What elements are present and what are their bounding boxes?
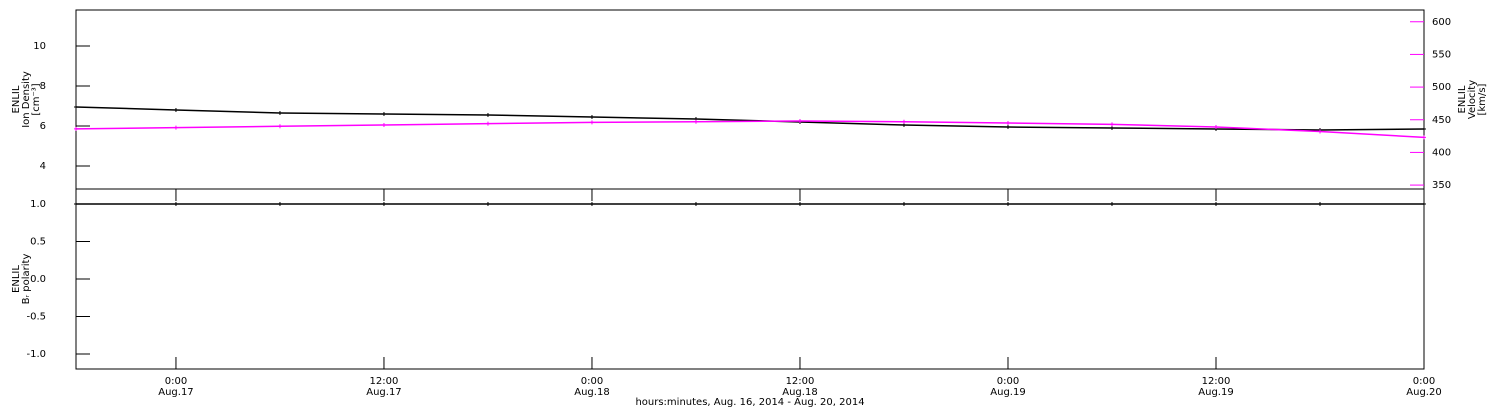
data-point (1213, 202, 1218, 206)
data-point (1005, 125, 1010, 129)
data-point (277, 202, 282, 206)
data-point (74, 105, 78, 109)
y2-tick-label: 500 (1432, 82, 1451, 93)
data-point (74, 202, 78, 206)
x-tick-label: 0:00 (997, 376, 1019, 387)
data-point (1213, 124, 1218, 129)
data-point (1005, 121, 1010, 126)
data-point (589, 115, 594, 119)
y-axis-label: [cm⁻³] (31, 83, 42, 115)
data-point (74, 126, 78, 131)
x-tick-date: Aug.17 (158, 387, 193, 398)
y-tick-label: 10 (33, 41, 46, 52)
data-point (589, 120, 594, 125)
y2-tick-label: 400 (1432, 147, 1451, 158)
y2-axis-label: ENLIL (1457, 85, 1468, 113)
y-tick-label: 1.0 (30, 199, 46, 210)
x-tick-date: Aug.19 (1198, 387, 1233, 398)
x-tick-label: 0:00 (581, 376, 603, 387)
x-tick-date: Aug.18 (782, 387, 817, 398)
data-point (381, 112, 386, 116)
x-tick-date: Aug.19 (990, 387, 1025, 398)
data-point (901, 119, 906, 124)
data-point (381, 122, 386, 127)
data-point (1422, 202, 1426, 206)
y-axis-label: ENLIL (11, 85, 22, 113)
x-axis-label: hours:minutes, Aug. 16, 2014 - Aug. 20, … (635, 397, 864, 408)
data-point (1318, 129, 1322, 134)
data-point (1005, 202, 1010, 206)
series-line (75, 106, 1425, 131)
data-point (173, 108, 178, 112)
x-tick-label: 12:00 (370, 376, 399, 387)
x-tick-label: 12:00 (786, 376, 815, 387)
data-point (485, 121, 490, 126)
series-line (75, 120, 1425, 139)
y-tick-label: 0.0 (30, 274, 46, 285)
data-point (277, 111, 282, 115)
data-point (1422, 127, 1426, 131)
x-tick-label: 0:00 (1413, 376, 1435, 387)
data-point (589, 202, 594, 206)
data-point (173, 202, 178, 206)
data-point (901, 202, 906, 206)
plot-frame (75, 9, 1425, 190)
y2-axis-label: Velocity (1467, 80, 1478, 119)
data-point (1109, 126, 1114, 130)
y2-tick-label: 350 (1432, 180, 1451, 191)
data-point (485, 113, 490, 117)
data-point (381, 202, 386, 206)
y-tick-label: 6 (40, 121, 46, 132)
x-tick-date: Aug.18 (574, 387, 609, 398)
y-axis-label: Ion Density (21, 71, 32, 128)
plot-frame (75, 188, 1425, 370)
y2-axis-label: [km/s] (1477, 83, 1488, 115)
data-point (277, 124, 282, 129)
y2-tick-label: 600 (1432, 17, 1451, 28)
data-point (693, 119, 698, 124)
data-point (1422, 135, 1426, 140)
y-axis-label: Bᵣ polarity (21, 254, 32, 305)
x-tick-label: 12:00 (1202, 376, 1231, 387)
data-point (693, 202, 698, 206)
data-point (797, 119, 802, 124)
y-axis-label: ENLIL (11, 265, 22, 293)
x-tick-label: 0:00 (165, 376, 187, 387)
data-point (1109, 202, 1114, 206)
y2-tick-label: 450 (1432, 115, 1451, 126)
data-point (1318, 202, 1322, 206)
data-point (1109, 122, 1114, 127)
data-point (797, 202, 802, 206)
y-tick-label: 4 (40, 161, 46, 172)
y-tick-label: 0.5 (30, 237, 46, 248)
data-point (173, 125, 178, 130)
y2-tick-label: 550 (1432, 49, 1451, 60)
y-tick-label: 8 (40, 81, 46, 92)
y-tick-label: -0.5 (26, 312, 46, 323)
data-point (485, 202, 490, 206)
y-tick-label: -1.0 (26, 349, 46, 360)
x-tick-date: Aug.17 (366, 387, 401, 398)
x-tick-date: Aug.20 (1406, 387, 1441, 398)
